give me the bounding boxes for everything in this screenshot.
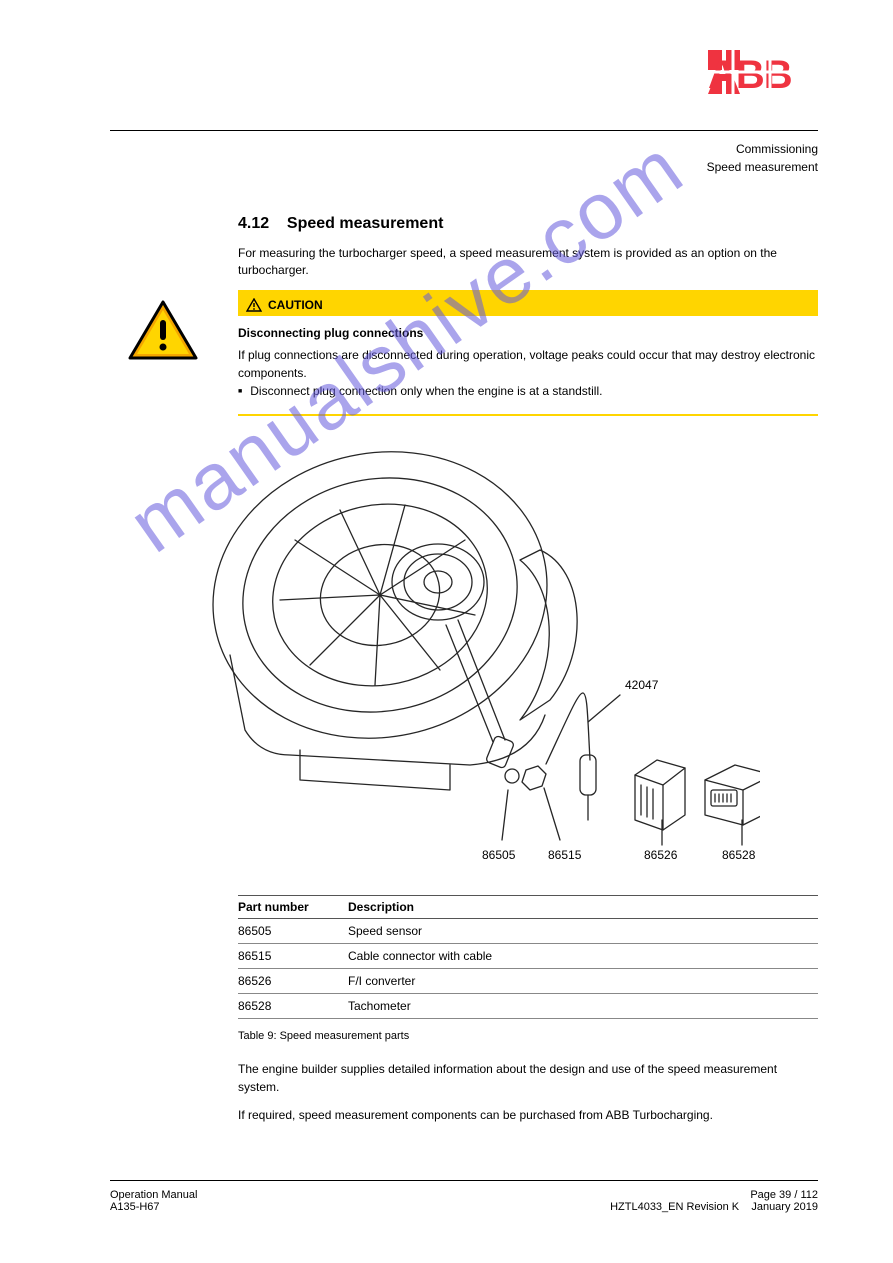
header-line-2: Speed measurement	[707, 158, 818, 176]
footer-left-2: A135-H67	[110, 1201, 610, 1213]
table-header-row: Part number Description	[238, 895, 818, 919]
brand-logo: ABB	[708, 50, 818, 99]
table-caption: Table 9: Speed measurement parts	[238, 1030, 409, 1042]
th-part-number: Part number	[238, 900, 348, 914]
caution-block: CAUTION Disconnecting plug connections I…	[108, 290, 818, 416]
section-heading: 4.12 Speed measurement	[238, 215, 443, 233]
caution-bar: CAUTION	[238, 292, 818, 316]
td-desc: F/I converter	[348, 974, 818, 988]
body-p1: The engine builder supplies detailed inf…	[238, 1060, 818, 1096]
td-desc: Speed sensor	[348, 924, 818, 938]
callout-42047: 42047	[625, 678, 658, 692]
caution-bullet: Disconnect plug connection only when the…	[238, 382, 818, 400]
header-rule	[110, 130, 818, 131]
section-intro: For measuring the turbocharger speed, a …	[238, 245, 818, 279]
section-title-text: Speed measurement	[287, 215, 444, 232]
body-p2: If required, speed measurement component…	[238, 1106, 818, 1124]
th-description: Description	[348, 900, 818, 914]
caution-body: Disconnecting plug connections If plug c…	[238, 316, 818, 416]
td-desc: Cable connector with cable	[348, 949, 818, 963]
caution-text: If plug connections are disconnected dur…	[238, 346, 818, 382]
td-pn: 86528	[238, 999, 348, 1013]
td-pn: 86515	[238, 949, 348, 963]
body-text: The engine builder supplies detailed inf…	[238, 1060, 818, 1124]
section-number: 4.12	[238, 215, 269, 232]
parts-table: Part number Description 86505 Speed sens…	[238, 895, 818, 1019]
td-pn: 86526	[238, 974, 348, 988]
figure-speed-sensor: 42047 86505 86515 86526 86528	[190, 420, 760, 880]
td-desc: Tachometer	[348, 999, 818, 1013]
table-row: 86528 Tachometer	[238, 994, 818, 1019]
footer-left-1: Operation Manual	[110, 1189, 610, 1201]
footer-page: Page 39 / 112	[610, 1189, 818, 1201]
caption-prefix: Table 9:	[238, 1030, 277, 1042]
table-row: 86526 F/I converter	[238, 969, 818, 994]
caption-text: Speed measurement parts	[280, 1030, 410, 1042]
footer-doc: HZTL4033_EN Revision K	[610, 1201, 739, 1213]
header-line-1: Commissioning	[707, 140, 818, 158]
callout-86505: 86505	[482, 848, 515, 862]
warning-icon	[128, 300, 198, 367]
header-lines: Commissioning Speed measurement	[707, 140, 818, 176]
callout-86528: 86528	[722, 848, 755, 862]
table-row: 86515 Cable connector with cable	[238, 944, 818, 969]
table-row: 86505 Speed sensor	[238, 919, 818, 944]
page-footer: Operation Manual A135-H67 Page 39 / 112 …	[110, 1180, 818, 1213]
caution-label: CAUTION	[268, 298, 323, 312]
footer-date: January 2019	[751, 1201, 818, 1213]
callout-86526: 86526	[644, 848, 677, 862]
caution-subhead: Disconnecting plug connections	[238, 324, 818, 342]
callout-86515: 86515	[548, 848, 581, 862]
td-pn: 86505	[238, 924, 348, 938]
small-warning-icon	[246, 298, 262, 312]
